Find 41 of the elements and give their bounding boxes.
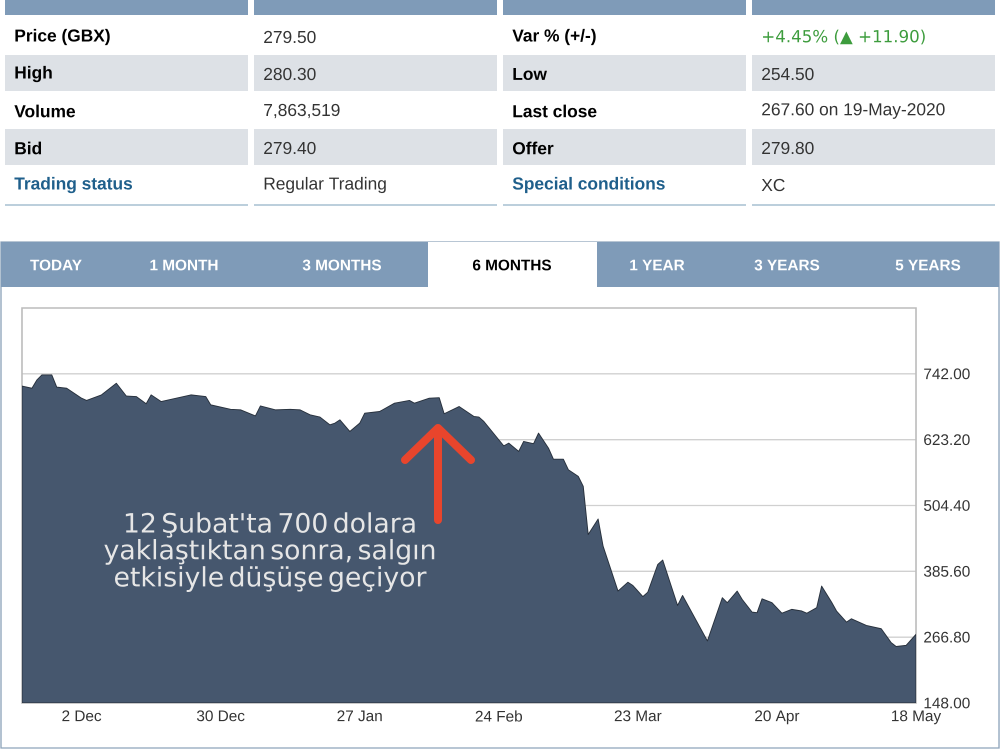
text: Volume (14, 104, 76, 118)
text: 1 YEAR (630, 260, 684, 270)
x-tick-label: 2 Dec (62, 710, 102, 722)
text: 279.50 (264, 30, 316, 44)
text: 279.80 (762, 142, 814, 154)
text: 267.60 on 19-May-2020 (762, 103, 945, 119)
text: 1 MONTH (150, 260, 218, 270)
x-tick-label: 20 Apr (755, 710, 800, 724)
text: 6 MONTHS (472, 260, 551, 270)
text: +4.45% (▲ +11.90) (763, 30, 925, 44)
text: 254.50 (762, 68, 814, 80)
text: Last close (513, 104, 596, 118)
text: XC (762, 178, 785, 192)
text: High (15, 66, 52, 82)
text: Special conditions (512, 176, 665, 194)
text: TODAY (30, 260, 82, 270)
y-tick-label: 266.80 (924, 632, 970, 643)
text: 7,863,519 (264, 104, 340, 118)
text: 279.40 (264, 142, 316, 154)
text: 5 YEARS (896, 260, 960, 270)
x-tick-label: 23 Mar (614, 710, 662, 722)
y-tick-label: 385.60 (924, 566, 970, 577)
text: 280.30 (264, 68, 316, 80)
text: Regular Trading (264, 176, 386, 194)
x-tick-label: 30 Dec (196, 710, 245, 722)
y-tick-label: 148.00 (924, 698, 970, 708)
text: Var % (+/-) (512, 28, 596, 46)
text: Low (513, 68, 547, 80)
y-tick-label: 623.20 (924, 434, 970, 446)
text: 3 YEARS (754, 260, 820, 270)
x-tick-label: 24 Feb (476, 710, 522, 722)
x-tick-label: 27 Jan (337, 710, 382, 722)
text: 3 MONTHS (302, 260, 381, 270)
y-tick-label: 742.00 (924, 368, 970, 380)
text: Trading status (14, 176, 132, 194)
text: Offer (512, 142, 554, 154)
y-tick-label: 504.40 (924, 500, 970, 511)
text: Price (GBX) (15, 28, 110, 46)
x-tick-label: 18 May (892, 710, 942, 724)
text: Bid (15, 142, 42, 154)
annotation: 12 Şubat'ta 700 dolara yaklaştıktan sonra, salgın etkisiyle düşüşe geçiyor (104, 512, 434, 592)
